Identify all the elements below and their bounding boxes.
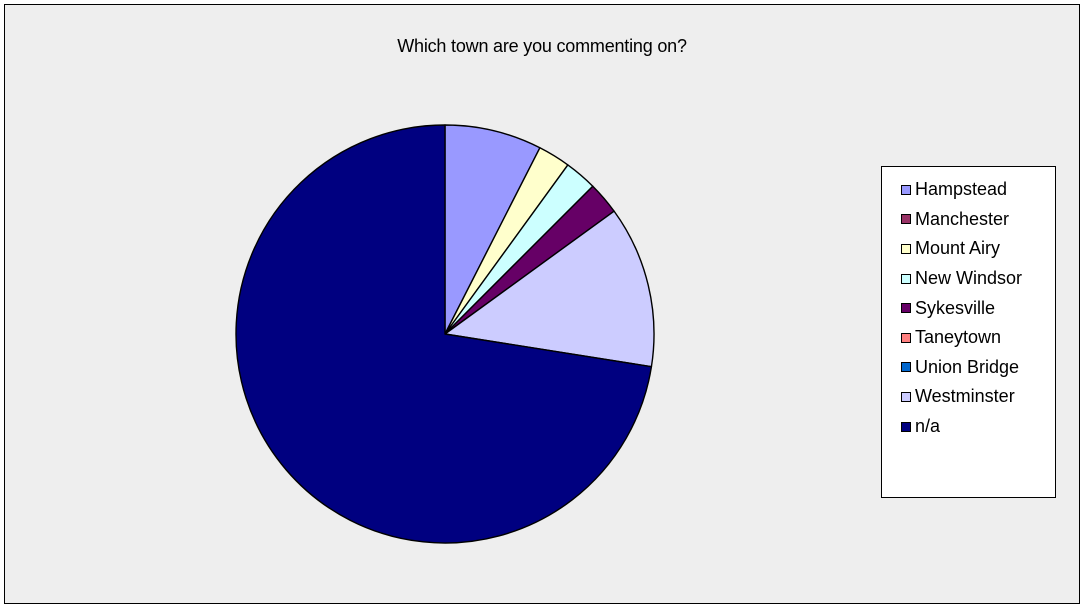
legend-swatch [901, 214, 911, 225]
legend-label: Hampstead [915, 179, 1008, 200]
legend-label: Sykesville [915, 297, 996, 318]
legend-item: Mount Airy [882, 234, 1055, 264]
legend-item: New Windsor [882, 264, 1055, 294]
legend-swatch [901, 362, 911, 373]
legend-label: Taneytown [915, 327, 1002, 348]
legend-swatch [901, 421, 911, 432]
pie-slice-westminster [444, 210, 655, 368]
legend-label: Mount Airy [915, 238, 1001, 259]
legend-label: Union Bridge [915, 356, 1020, 377]
chart-legend: Hampstead Manchester Mount Airy New Windsor… [881, 166, 1056, 498]
legend-label: New Windsor [915, 268, 1023, 289]
legend-swatch [901, 184, 911, 195]
legend-item: Hampstead [882, 175, 1055, 205]
legend-item: Westminster [882, 382, 1055, 412]
legend-label: Manchester [915, 208, 1010, 229]
legend-item: Sykesville [882, 293, 1055, 323]
legend-item: n/a [882, 412, 1055, 442]
legend-label: n/a [915, 416, 941, 437]
pie-slice-n-a [235, 124, 653, 544]
chart-title: Which town are you commenting on? [397, 36, 687, 56]
legend-item: Taneytown [882, 323, 1055, 353]
legend-swatch [901, 332, 911, 343]
legend-swatch [901, 273, 911, 284]
legend-item: Union Bridge [882, 353, 1055, 383]
legend-label: Westminster [915, 386, 1015, 407]
legend-item: Manchester [882, 205, 1055, 235]
legend-swatch [901, 391, 911, 402]
legend-swatch [901, 243, 911, 254]
pie-slice-hampstead [444, 124, 541, 335]
legend-swatch [901, 303, 911, 314]
